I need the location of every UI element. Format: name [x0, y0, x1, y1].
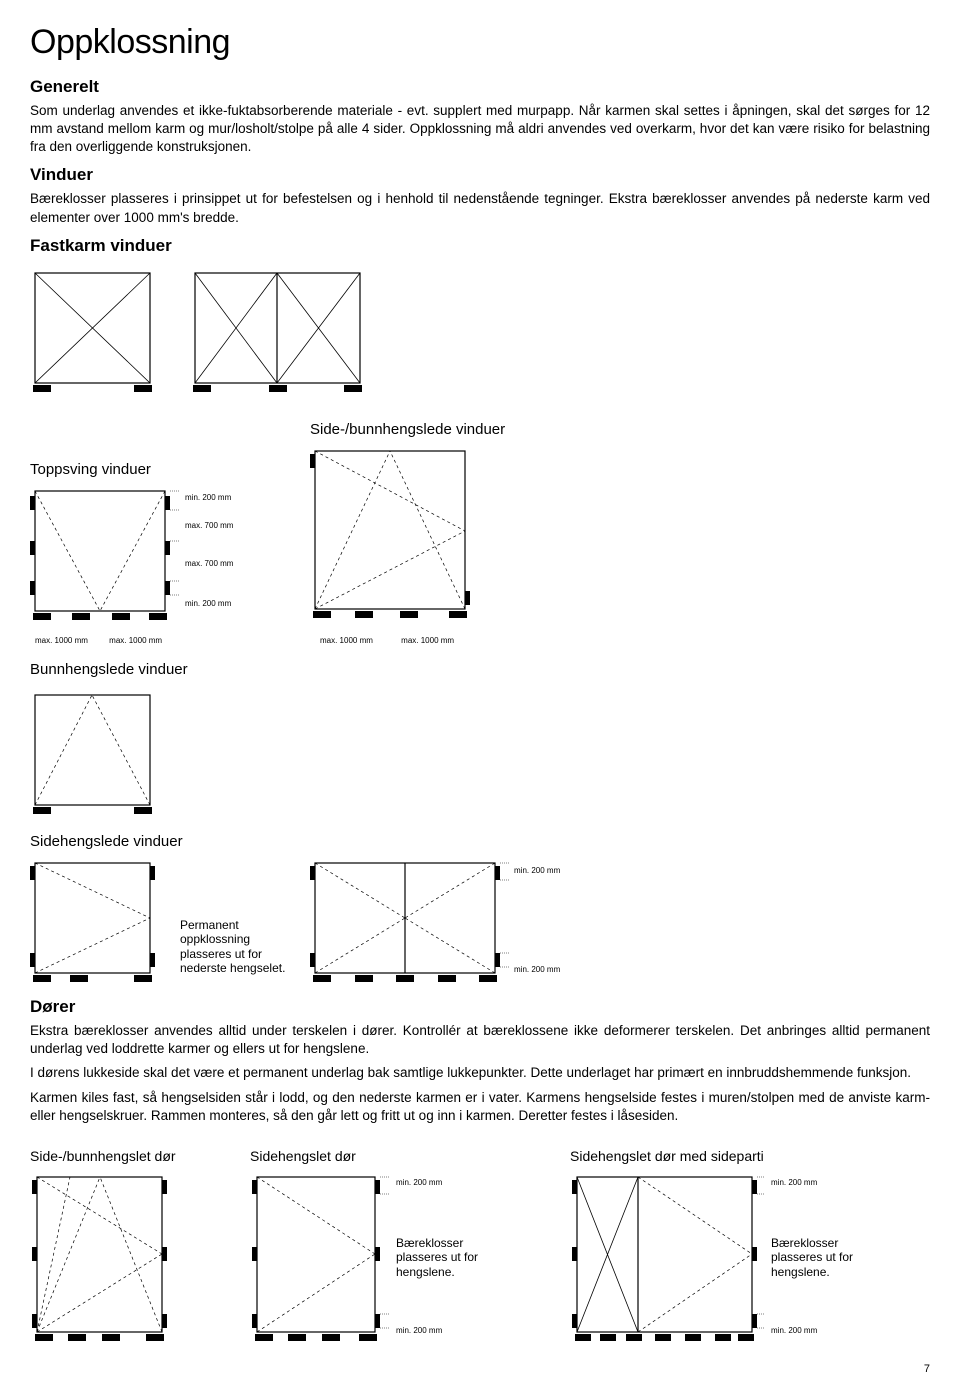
page-title: Oppklossning [30, 20, 930, 66]
heading-door-side: Sidehengslet dør [250, 1147, 550, 1166]
diagram-bunnhengslede [30, 690, 160, 820]
block-door-sidebunn: Side-/bunnhengslet dør [30, 1135, 230, 1347]
block-toppsving: Toppsving vinduer min. 200 mm max. 7 [30, 448, 250, 648]
diagrams-fastkarm [30, 268, 930, 398]
label-door2-min200-b: min. 200 mm [771, 1326, 871, 1337]
label-sh-min200-2: min. 200 mm [514, 965, 560, 976]
text-dorer-3: Karmen kiles fast, så hengselsiden står … [30, 1089, 930, 1125]
heading-dorer: Dører [30, 996, 930, 1019]
door-note-2: Bæreklosser plasseres ut for hengslene. [771, 1236, 871, 1279]
svg-text:min. 200 mm: min. 200 mm [185, 493, 232, 502]
heading-sidebunn: Side-/bunnhengslede vinduer [310, 420, 505, 440]
diagrams-sidehengslede: Permanent oppklossning plasseres ut for … [30, 858, 930, 988]
heading-generelt: Generelt [30, 76, 930, 99]
svg-text:max. 700 mm: max. 700 mm [185, 521, 234, 530]
label-door-min200-b: min. 200 mm [396, 1326, 496, 1337]
label-sb-max1000-2: max. 1000 mm [401, 636, 454, 645]
diagrams-bunnhengslede [30, 690, 930, 820]
diagram-sidehengslede-single [30, 858, 160, 988]
heading-toppsving: Toppsving vinduer [30, 460, 250, 480]
label-door-min200-t: min. 200 mm [396, 1178, 496, 1189]
heading-door-sideparti: Sidehengslet dør med sideparti [570, 1147, 900, 1166]
diagram-toppsving: min. 200 mm max. 700 mm max. 700 mm min.… [30, 486, 250, 626]
block-door-sideparti: Sidehengslet dør med sideparti [570, 1135, 900, 1347]
page-number: 7 [30, 1362, 930, 1377]
svg-text:min. 200 mm: min. 200 mm [185, 599, 232, 608]
heading-door-sidebunn: Side-/bunnhengslet dør [30, 1147, 230, 1166]
heading-fastkarm: Fastkarm vinduer [30, 235, 930, 258]
text-generelt: Som underlag anvendes et ikke-fuktabsorb… [30, 102, 930, 157]
label-sh-min200-1: min. 200 mm [514, 866, 560, 877]
diagram-sidebunn-vindu [310, 446, 480, 626]
diagram-door-side [250, 1172, 390, 1347]
svg-text:max. 700 mm: max. 700 mm [185, 559, 234, 568]
text-dorer-1: Ekstra bæreklosser anvendes alltid under… [30, 1022, 930, 1058]
diagram-fastkarm-double [190, 268, 370, 398]
label-max1000-2: max. 1000 mm [109, 636, 162, 645]
heading-vinduer: Vinduer [30, 164, 930, 187]
diagram-door-sideparti [570, 1172, 765, 1347]
block-sidebunn: Side-/bunnhengslede vinduer max. 1000 mm… [310, 408, 505, 648]
text-vinduer: Bæreklosser plasseres i prinsippet ut fo… [30, 190, 930, 226]
note-sidehengslede: Permanent oppklossning plasseres ut for … [180, 918, 290, 976]
label-max1000-1: max. 1000 mm [35, 636, 88, 645]
text-dorer-2: I dørens lukkeside skal det være et perm… [30, 1064, 930, 1082]
diagram-door-sidebunn [30, 1172, 175, 1347]
label-sb-max1000-1: max. 1000 mm [320, 636, 373, 645]
label-door2-min200-t: min. 200 mm [771, 1178, 871, 1189]
diagram-fastkarm-single [30, 268, 160, 398]
door-diagrams: Side-/bunnhengslet dør Sidehengslet dør [30, 1135, 930, 1347]
door-note-1: Bæreklosser plasseres ut for hengslene. [396, 1236, 496, 1279]
block-door-side: Sidehengslet dør [250, 1135, 550, 1347]
heading-sidehengslede: Sidehengslede vinduer [30, 832, 930, 852]
heading-bunnhengslede: Bunnhengslede vinduer [30, 660, 930, 680]
diagram-sidehengslede-double [310, 858, 510, 988]
